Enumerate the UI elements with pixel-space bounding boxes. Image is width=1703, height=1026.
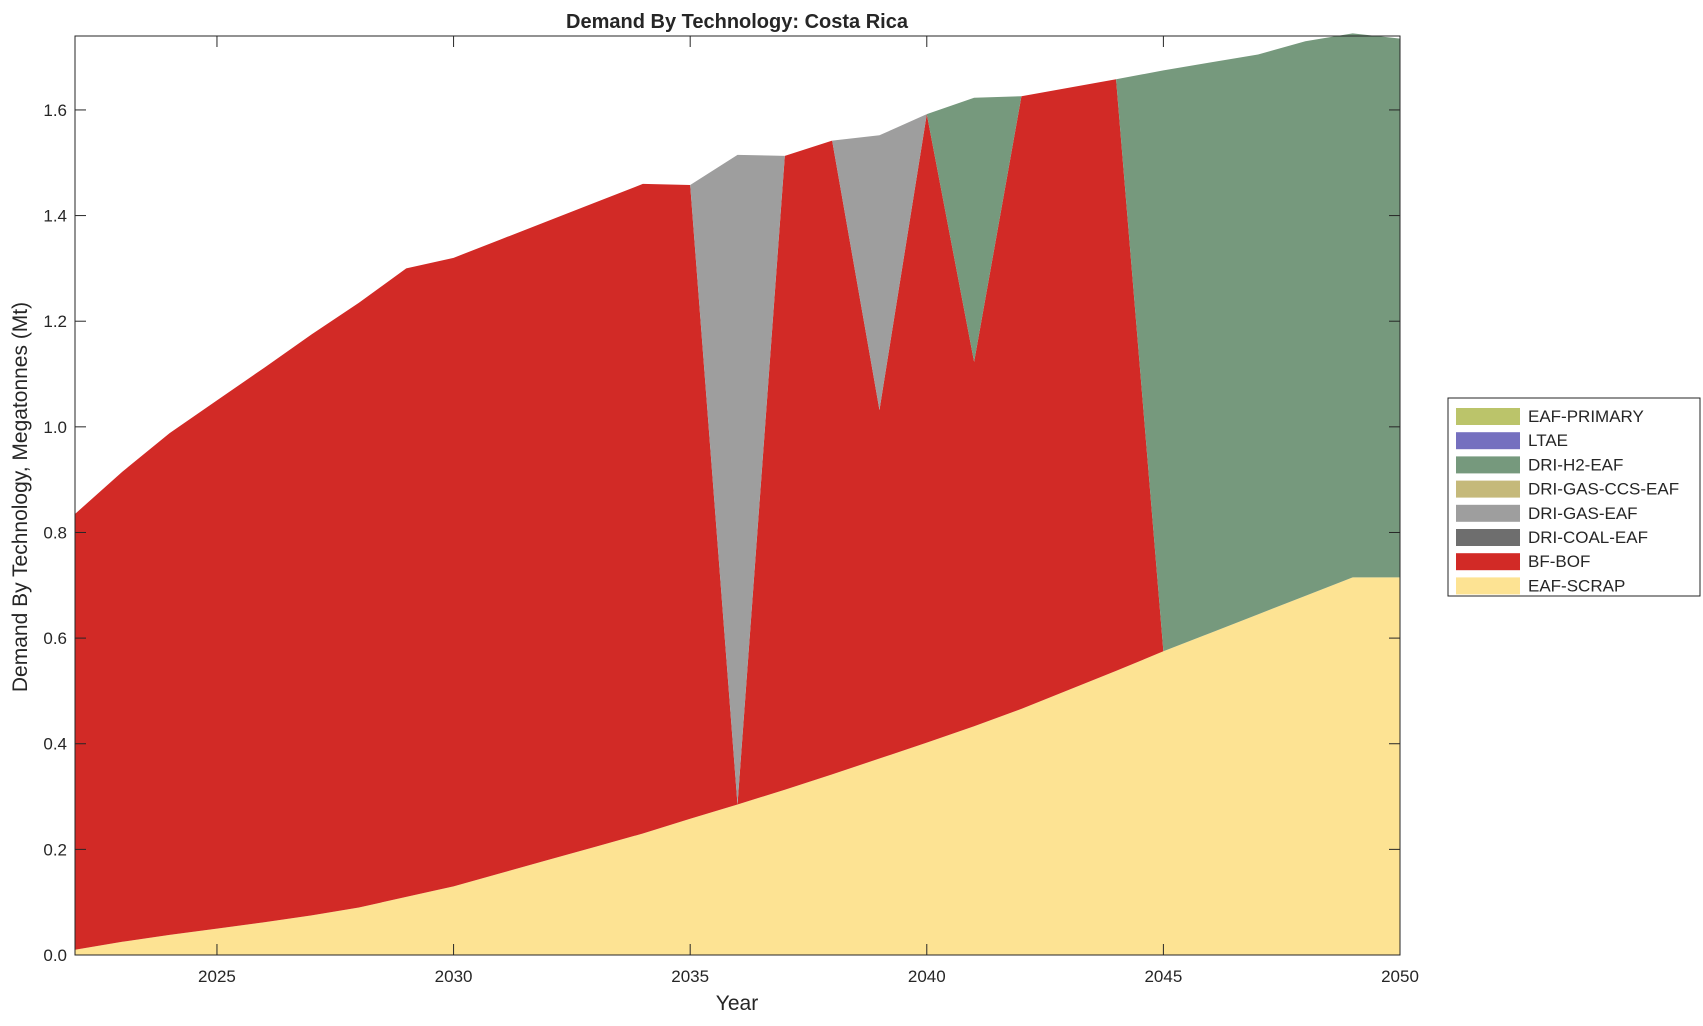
area-dri-gas-eaf bbox=[75, 79, 1400, 805]
y-tick-label: 0.6 bbox=[43, 629, 67, 648]
chart-title: Demand By Technology: Costa Rica bbox=[566, 11, 909, 33]
x-tick-label: 2030 bbox=[435, 967, 473, 986]
x-tick-label: 2040 bbox=[908, 967, 946, 986]
axes-layer: 2025 2030 2035 2040 2045 2050 0.0 0.2 0.4 0.6 0.8 1… bbox=[43, 35, 1419, 986]
y-tick-label: 0.4 bbox=[43, 735, 67, 754]
x-tick-label: 2025 bbox=[198, 967, 236, 986]
y-tick-label: 0.8 bbox=[43, 523, 67, 542]
legend-swatch-dri-gas-ccs-eaf bbox=[1456, 480, 1520, 498]
legend-label-dri-coal-eaf: DRI-COAL-EAF bbox=[1528, 528, 1648, 547]
y-tick-label: 1.6 bbox=[43, 101, 67, 120]
legend-swatch-dri-gas-eaf bbox=[1456, 504, 1520, 522]
legend-label-bf-bof: BF-BOF bbox=[1528, 552, 1590, 571]
y-tick-label: 0.2 bbox=[43, 840, 67, 859]
legend-swatch-dri-coal-eaf bbox=[1456, 529, 1520, 546]
x-axis-label: Year bbox=[716, 992, 758, 1015]
legend-swatch-bf-bof bbox=[1456, 553, 1520, 571]
y-tick-label: 1.2 bbox=[43, 312, 67, 331]
y-axis-label: Demand By Technology, Megatonnes (Mt) bbox=[9, 302, 32, 692]
area-dri-h2-eaf bbox=[75, 33, 1400, 652]
area-bf-bof bbox=[75, 79, 1400, 950]
legend-label-dri-gas-ccs-eaf: DRI-GAS-CCS-EAF bbox=[1528, 480, 1679, 499]
legend-swatch-eaf-primary bbox=[1456, 408, 1520, 425]
legend-label-dri-h2-eaf: DRI-H2-EAF bbox=[1528, 455, 1623, 474]
areas-layer bbox=[75, 33, 1400, 955]
y-tick-label: 1.0 bbox=[43, 418, 67, 437]
legend-label-ltae: LTAE bbox=[1528, 431, 1568, 450]
legend-swatch-dri-h2-eaf bbox=[1456, 456, 1520, 474]
x-tick-label: 2035 bbox=[671, 967, 709, 986]
legend: EAF-PRIMARY LTAE DRI-H2-EAF DRI-GAS-CCS-EAF… bbox=[1447, 397, 1701, 597]
legend-label-eaf-primary: EAF-PRIMARY bbox=[1528, 407, 1644, 426]
legend-swatch-ltae bbox=[1456, 432, 1520, 450]
y-tick-label: 1.4 bbox=[43, 207, 67, 226]
x-tick-label: 2045 bbox=[1144, 967, 1182, 986]
x-tick-label: 2050 bbox=[1381, 967, 1419, 986]
area-eaf-scrap bbox=[75, 577, 1400, 955]
plot-frame bbox=[74, 35, 1401, 956]
y-tick-label: 0.0 bbox=[43, 946, 67, 965]
legend-label-dri-gas-eaf: DRI-GAS-EAF bbox=[1528, 504, 1638, 523]
legend-label-eaf-scrap: EAF-SCRAP bbox=[1528, 576, 1625, 595]
legend-swatch-eaf-scrap bbox=[1456, 577, 1520, 595]
